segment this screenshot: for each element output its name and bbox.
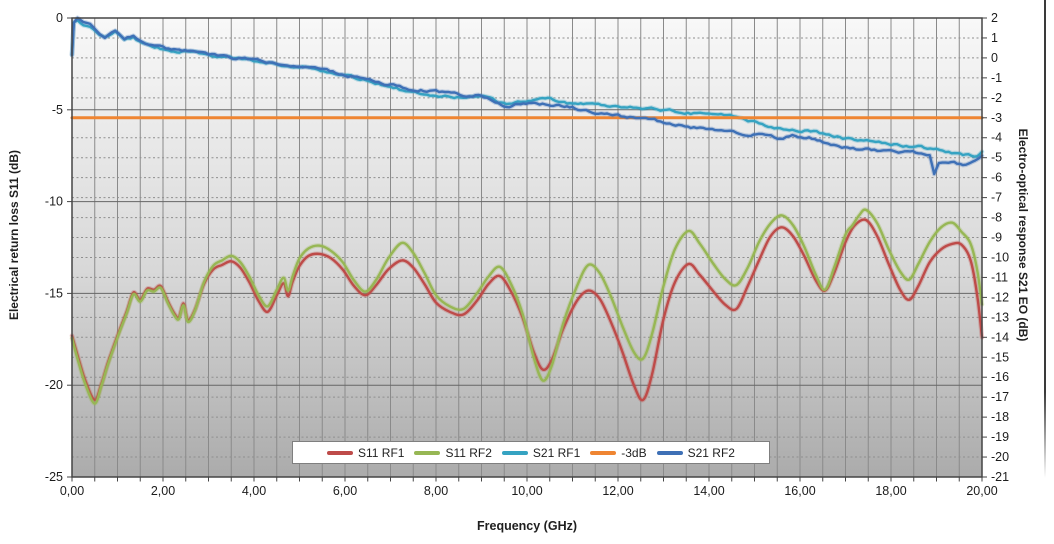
x-tick-label: 2,00 bbox=[151, 484, 175, 498]
legend-swatch-s11-rf2 bbox=[414, 450, 441, 455]
legend-swatch-s21-rf2 bbox=[656, 450, 683, 455]
x-tick-label: 14,00 bbox=[693, 484, 724, 498]
legend-swatch-3db bbox=[590, 450, 617, 455]
series-s21-rf1 bbox=[70, 19, 984, 158]
y-tick-label-left: -20 bbox=[45, 378, 63, 392]
y-tick-label-left: -5 bbox=[52, 103, 63, 117]
y-tick-label-right: -3 bbox=[991, 111, 1002, 125]
legend-item-s21-rf2: S21 RF2 bbox=[656, 445, 735, 460]
x-tick-label: 16,00 bbox=[784, 484, 815, 498]
x-tick-label: 0,00 bbox=[60, 484, 84, 498]
legend-label-s11-rf1: S11 RF1 bbox=[358, 445, 405, 460]
y-tick-label-left: 0 bbox=[56, 11, 63, 25]
legend-swatch-s21-rf1 bbox=[501, 450, 528, 455]
legend-item-s11-rf1: S11 RF1 bbox=[327, 447, 404, 459]
x-axis-title: Frequency (GHz) bbox=[476, 519, 578, 533]
legend-label-s11-rf2: S11 RF2 bbox=[445, 445, 492, 460]
y-tick-label-right: -14 bbox=[991, 330, 1009, 344]
y-tick-label-right: -16 bbox=[991, 370, 1009, 384]
y-tick-label-right: -7 bbox=[991, 191, 1002, 205]
y-tick-label-left: -25 bbox=[45, 470, 63, 484]
x-tick-label: 10,00 bbox=[511, 484, 542, 498]
x-tick-label: 12,00 bbox=[602, 484, 633, 498]
y-tick-label-right: -4 bbox=[991, 131, 1002, 145]
y-tick-label-right: -10 bbox=[991, 250, 1009, 264]
legend-label-s21-rf1: S21 RF1 bbox=[532, 445, 581, 460]
y-tick-label-right: -9 bbox=[991, 231, 1002, 245]
y-tick-label-right: -21 bbox=[991, 470, 1009, 484]
y-axis-title-right: Electro-optical response S21 EO (dB) bbox=[1016, 128, 1030, 342]
y-tick-label-right: -1 bbox=[991, 71, 1002, 85]
y-tick-label-right: -12 bbox=[991, 290, 1009, 304]
y-tick-label-left: -15 bbox=[45, 286, 63, 300]
legend-label-3db: -3dB bbox=[621, 445, 647, 460]
y-tick-label-right: 1 bbox=[991, 31, 998, 45]
y-tick-label-left: -10 bbox=[45, 195, 63, 209]
x-tick-label: 8,00 bbox=[424, 484, 448, 498]
x-tick-label: 4,00 bbox=[242, 484, 266, 498]
y-tick-label-right: -8 bbox=[991, 211, 1002, 225]
y-tick-label-right: 0 bbox=[991, 51, 998, 65]
y-tick-label-right: -5 bbox=[991, 151, 1002, 165]
x-tick-label: 6,00 bbox=[333, 484, 357, 498]
legend-item-s11-rf2: S11 RF2 bbox=[414, 445, 492, 460]
y-axis-title-left: Electrical return loss S11 (dB) bbox=[7, 149, 21, 321]
page-edge-shadow bbox=[1044, 0, 1046, 478]
y-tick-label-right: -19 bbox=[991, 430, 1009, 444]
series-s11-rf2 bbox=[70, 208, 984, 405]
y-tick-label-right: -17 bbox=[991, 390, 1009, 404]
y-tick-label-right: -13 bbox=[991, 310, 1009, 324]
legend-swatch-s11-rf1 bbox=[327, 450, 353, 455]
y-tick-label-right: -11 bbox=[991, 270, 1008, 284]
legend-item-s21-rf1: S21 RF1 bbox=[501, 445, 581, 460]
series-s21-rf2 bbox=[70, 16, 984, 176]
x-tick-label: 20,00 bbox=[966, 484, 997, 498]
legend: S11 RF1 S11 RF2 S21 RF1 -3dB S21 RF2 bbox=[292, 441, 770, 464]
y-tick-label-right: -20 bbox=[991, 450, 1009, 464]
y-tick-label-right: 2 bbox=[991, 11, 998, 25]
x-tick-label: 18,00 bbox=[875, 484, 906, 498]
y-tick-label-right: -15 bbox=[991, 350, 1009, 364]
legend-item-3db: -3dB bbox=[590, 445, 647, 460]
y-tick-label-right: -6 bbox=[991, 171, 1002, 185]
y-tick-label-right: -2 bbox=[991, 91, 1002, 105]
legend-label-s21-rf2: S21 RF2 bbox=[687, 445, 735, 460]
y-tick-label-right: -18 bbox=[991, 410, 1009, 424]
